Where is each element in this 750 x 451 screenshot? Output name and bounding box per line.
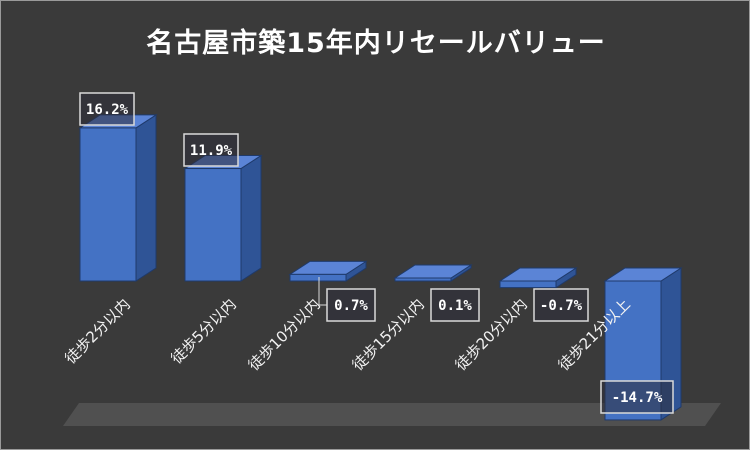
data-label-box-4 bbox=[430, 288, 480, 322]
data-label-box-1 bbox=[79, 92, 135, 126]
bar-3 bbox=[289, 273, 347, 282]
data-label-4: 0.1% bbox=[438, 298, 472, 314]
chart-title: 名古屋市築15年内リセールバリュー bbox=[146, 28, 606, 59]
bar-5 bbox=[499, 280, 557, 289]
data-label-3: 0.7% bbox=[334, 298, 368, 314]
category-label-3: 徒歩10分以内 bbox=[245, 295, 324, 374]
bar-top-4 bbox=[393, 264, 473, 279]
bar-1 bbox=[79, 127, 137, 282]
data-label-box-5 bbox=[533, 288, 589, 322]
category-label-2: 徒歩5分以内 bbox=[167, 295, 240, 368]
data-label-1: 16.2% bbox=[86, 102, 129, 118]
bar-4 bbox=[394, 277, 452, 282]
data-label-2: 11.9% bbox=[190, 143, 233, 159]
data-label-5: -0.7% bbox=[540, 298, 583, 314]
leader-line-3 bbox=[318, 277, 327, 306]
bar-2 bbox=[184, 168, 242, 282]
category-label-1: 徒歩2分以内 bbox=[61, 295, 134, 368]
data-label-box-3 bbox=[326, 288, 376, 322]
data-label-box-2 bbox=[183, 133, 239, 167]
floor-plane bbox=[63, 403, 721, 426]
bar-side-1 bbox=[135, 113, 157, 282]
data-label-box-6 bbox=[600, 380, 674, 414]
data-label-6: -14.7% bbox=[612, 390, 663, 406]
bar-side-2 bbox=[240, 154, 262, 282]
